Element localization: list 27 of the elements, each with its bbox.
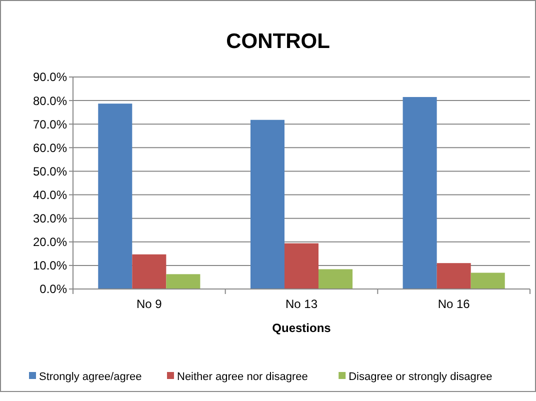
x-tick-label: No 16 [438, 297, 470, 311]
y-tick-label: 20.0% [32, 235, 68, 250]
bar [250, 120, 284, 289]
legend-label: Disagree or strongly disagree [348, 371, 492, 383]
bar [470, 272, 505, 289]
y-tick-label: 80.0% [32, 94, 68, 108]
x-tick-label: No 9 [136, 297, 162, 311]
bar [98, 104, 132, 289]
bar [284, 243, 319, 289]
x-tick-label: No 13 [285, 297, 318, 311]
bar [402, 97, 437, 289]
y-tick-label: 90.0% [32, 70, 68, 84]
legend-label: Neither agree nor disagree [177, 371, 308, 383]
y-tick-label: 70.0% [32, 117, 68, 132]
x-axis-title: Questions [272, 321, 332, 335]
y-tick-label: 10.0% [32, 258, 68, 273]
chart-title: CONTROL [226, 30, 330, 53]
y-tick-label: 0.0% [40, 282, 68, 296]
y-tick-label: 40.0% [32, 188, 68, 202]
bar [436, 263, 471, 289]
y-tick-label: 50.0% [32, 164, 68, 178]
legend-label: Strongly agree/agree [39, 371, 142, 383]
y-tick-label: 30.0% [32, 212, 68, 226]
y-tick-label: 60.0% [32, 140, 68, 155]
bar [166, 274, 200, 289]
bar [318, 269, 353, 289]
bar [132, 254, 166, 289]
